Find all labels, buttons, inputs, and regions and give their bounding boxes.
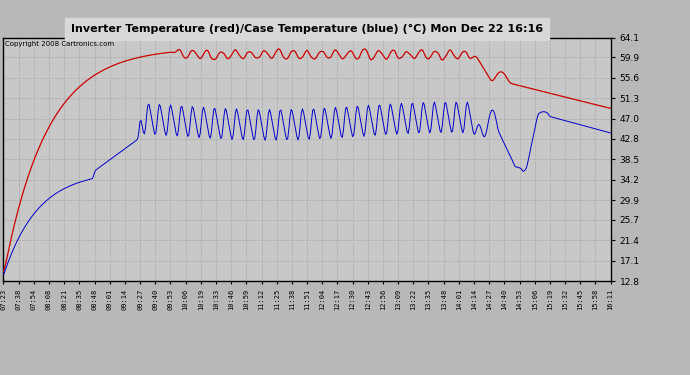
Title: Inverter Temperature (red)/Case Temperature (blue) (°C) Mon Dec 22 16:16: Inverter Temperature (red)/Case Temperat… (71, 24, 543, 34)
Text: Copyright 2008 Cartronics.com: Copyright 2008 Cartronics.com (5, 41, 114, 47)
